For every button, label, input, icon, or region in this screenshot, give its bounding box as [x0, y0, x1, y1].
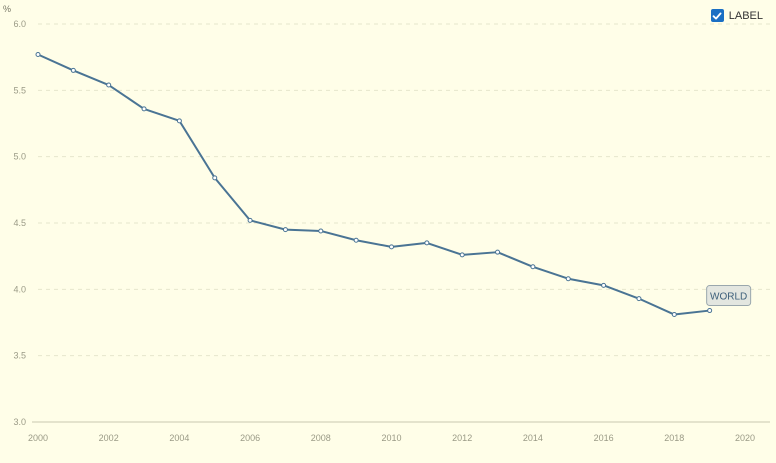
data-point[interactable]: [176, 118, 182, 124]
data-point[interactable]: [247, 217, 253, 223]
x-tick-label: 2000: [28, 433, 48, 443]
series-tag-box: [706, 285, 752, 307]
data-point[interactable]: [35, 52, 41, 58]
x-tick-label: 2004: [169, 433, 189, 443]
data-point[interactable]: [671, 312, 677, 318]
data-point[interactable]: [106, 82, 112, 88]
x-tick-label: 2006: [240, 433, 260, 443]
x-tick-label: 2008: [311, 433, 331, 443]
label-toggle-text: LABEL: [728, 9, 763, 22]
series-layer: [37, 53, 710, 316]
data-point[interactable]: [636, 296, 642, 302]
y-tick-label: 3.0: [13, 417, 26, 427]
y-tick-label: 5.5: [13, 85, 26, 95]
series-tag-label: WORLD: [710, 292, 747, 303]
data-point[interactable]: [565, 276, 571, 282]
y-unit-label: %: [3, 4, 11, 14]
data-point[interactable]: [70, 67, 76, 73]
data-point[interactable]: [389, 244, 394, 250]
data-point[interactable]: [318, 228, 324, 234]
label-toggle[interactable]: LABEL: [710, 9, 763, 22]
y-tick-label: 5.0: [13, 152, 26, 162]
data-point[interactable]: [282, 227, 288, 233]
data-point[interactable]: [601, 282, 607, 288]
x-tick-label: 2020: [735, 433, 755, 443]
data-point[interactable]: [530, 264, 536, 270]
data-points: [35, 52, 713, 318]
x-tick-label: 2016: [594, 433, 614, 443]
data-point[interactable]: [495, 249, 501, 255]
x-axis-ticks: 2000 2002 2004 2006 2008 2010 2012 2014 2016 2018…: [28, 433, 755, 443]
y-tick-label: 4.0: [13, 284, 26, 294]
checkbox-checked-icon[interactable]: [710, 9, 724, 22]
x-tick-label: 2012: [452, 433, 472, 443]
y-axis-ticks: 3.0 3.5 4.0 4.5 5.0 5.5 6.0: [13, 19, 26, 427]
x-tick-label: 2018: [664, 433, 684, 443]
data-point[interactable]: [353, 237, 359, 243]
grid-lines: [32, 23, 770, 423]
data-point[interactable]: [212, 175, 218, 181]
series-line-world: [37, 53, 710, 316]
series-tags: WORLD: [706, 285, 752, 307]
y-tick-label: 6.0: [13, 19, 26, 29]
x-tick-label: 2010: [381, 433, 401, 443]
data-point[interactable]: [707, 308, 713, 314]
data-point[interactable]: [459, 252, 465, 258]
x-tick-label: 2002: [99, 433, 119, 443]
data-point[interactable]: [141, 106, 147, 112]
y-tick-label: 3.5: [13, 351, 26, 361]
data-point[interactable]: [424, 240, 430, 246]
x-tick-label: 2014: [523, 433, 543, 443]
y-tick-label: 4.5: [13, 218, 26, 228]
